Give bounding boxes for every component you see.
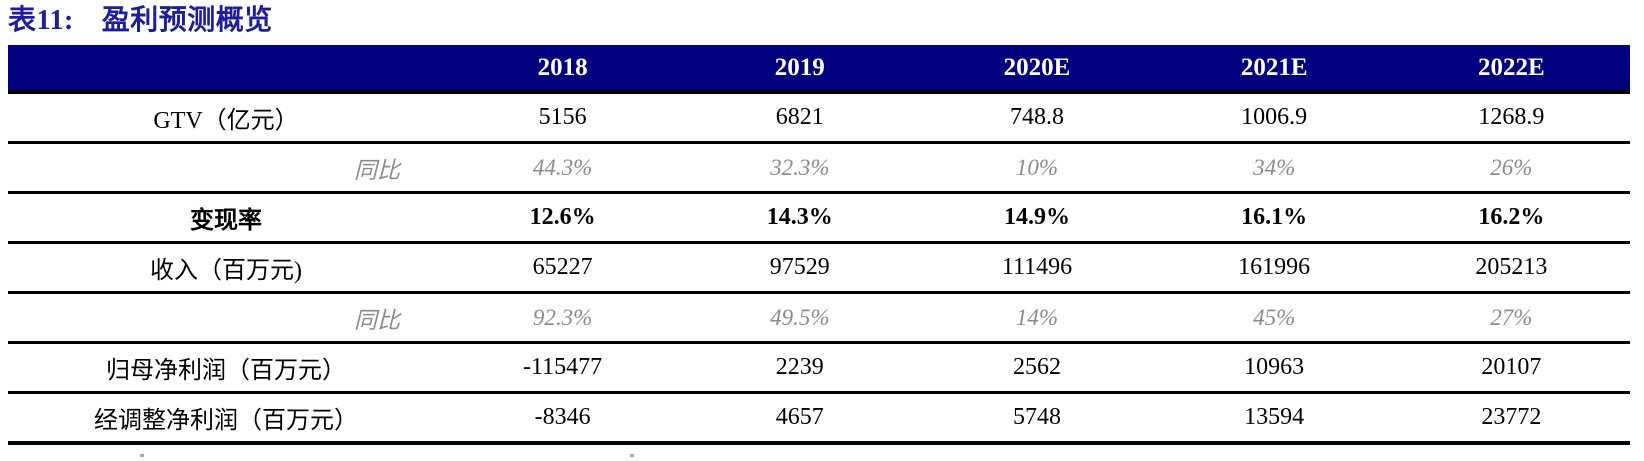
year-header-cell: 2020E: [918, 45, 1156, 94]
data-cell: 1268.9: [1392, 92, 1630, 144]
year-header-cell: 2021E: [1155, 45, 1393, 94]
row-label: 同比: [8, 142, 444, 194]
table-row-monetization-rate: 变现率 12.6% 14.3% 14.9% 16.1% 16.2%: [8, 192, 1630, 244]
table-title-text: 盈利预测概览: [101, 5, 273, 36]
data-cell: 20107: [1392, 342, 1630, 394]
year-header-cell: 2022E: [1392, 45, 1630, 94]
data-cell: -115477: [444, 342, 682, 394]
row-label: 变现率: [8, 192, 444, 244]
table-row-net-profit: 归母净利润（百万元） -115477 2239 2562 10963 20107: [8, 342, 1630, 394]
data-cell: 6821: [681, 92, 919, 144]
row-label: 经调整净利润（百万元）: [8, 392, 444, 445]
data-cell: -8346: [444, 392, 682, 445]
table-row-adjusted-net-profit: 经调整净利润（百万元） -8346 4657 5748 13594 23772: [8, 392, 1630, 445]
table-title-prefix: 表11:: [8, 5, 74, 36]
data-cell: 23772: [1392, 392, 1630, 445]
row-label: 收入（百万元): [8, 242, 444, 294]
data-cell: 5748: [918, 392, 1156, 445]
data-cell: 27%: [1392, 292, 1630, 344]
data-cell: 16.2%: [1392, 192, 1630, 244]
row-label: 归母净利润（百万元）: [8, 342, 444, 394]
table-row-gtv-yoy: 同比 44.3% 32.3% 10% 34% 26%: [8, 142, 1630, 194]
data-cell: 34%: [1155, 142, 1393, 194]
row-label: GTV（亿元）: [8, 92, 444, 144]
cropped-text-remnant: [140, 454, 144, 457]
data-cell: 5156: [444, 92, 682, 144]
data-cell: 14%: [918, 292, 1156, 344]
data-cell: 32.3%: [681, 142, 919, 194]
data-cell: 748.8: [918, 92, 1156, 144]
table-row-revenue-yoy: 同比 92.3% 49.5% 14% 45% 27%: [8, 292, 1630, 344]
data-cell: 2239: [681, 342, 919, 394]
data-cell: 10%: [918, 142, 1156, 194]
profit-forecast-table: 2018 2019 2020E 2021E 2022E GTV（亿元） 5156…: [8, 45, 1630, 445]
data-cell: 111496: [918, 242, 1156, 294]
data-cell: 44.3%: [444, 142, 682, 194]
table-row-gtv: GTV（亿元） 5156 6821 748.8 1006.9 1268.9: [8, 92, 1630, 144]
data-cell: 14.3%: [681, 192, 919, 244]
table-title: 表11: 盈利预测概览: [0, 0, 1644, 39]
header-row: 2018 2019 2020E 2021E 2022E: [8, 45, 1630, 94]
data-cell: 10963: [1155, 342, 1393, 394]
data-cell: 45%: [1155, 292, 1393, 344]
data-cell: 16.1%: [1155, 192, 1393, 244]
data-cell: 65227: [444, 242, 682, 294]
data-cell: 14.9%: [918, 192, 1156, 244]
cropped-text-remnant: [630, 454, 634, 457]
data-cell: 12.6%: [444, 192, 682, 244]
data-cell: 49.5%: [681, 292, 919, 344]
year-header-cell: 2018: [444, 45, 682, 94]
data-cell: 205213: [1392, 242, 1630, 294]
table-row-revenue: 收入（百万元) 65227 97529 111496 161996 205213: [8, 242, 1630, 294]
year-header-cell-blank: [8, 45, 444, 94]
row-label: 同比: [8, 292, 444, 344]
data-cell: 26%: [1392, 142, 1630, 194]
data-cell: 13594: [1155, 392, 1393, 445]
data-cell: 92.3%: [444, 292, 682, 344]
data-cell: 1006.9: [1155, 92, 1393, 144]
data-cell: 161996: [1155, 242, 1393, 294]
data-cell: 2562: [918, 342, 1156, 394]
data-cell: 97529: [681, 242, 919, 294]
year-header-cell: 2019: [681, 45, 919, 94]
data-cell: 4657: [681, 392, 919, 445]
